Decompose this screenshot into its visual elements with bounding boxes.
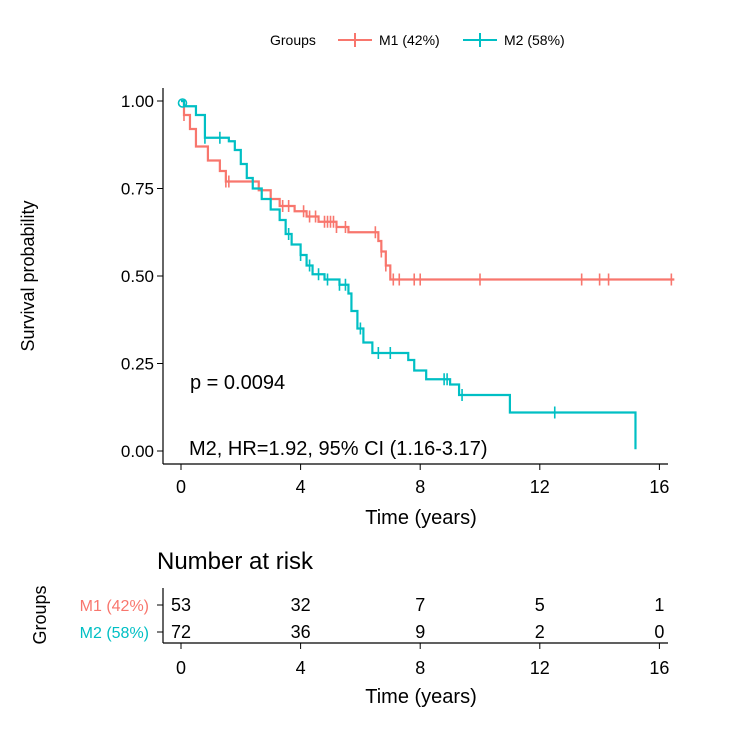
y-tick-label: 0.25 — [121, 355, 154, 374]
y-tick-label: 1.00 — [121, 92, 154, 111]
survival-curves — [177, 98, 675, 450]
survival-curve-m2 — [181, 99, 637, 450]
x-tick-label: 8 — [415, 477, 425, 497]
risk-x-tick-label: 8 — [415, 658, 425, 678]
risk-count: 72 — [171, 622, 191, 642]
risk-x-tick-label: 0 — [176, 658, 186, 678]
x-tick-label: 16 — [649, 477, 669, 497]
survival-curve-m1 — [181, 99, 675, 281]
risk-x-axis-title: Time (years) — [365, 686, 476, 708]
x-tick-label: 0 — [176, 477, 186, 497]
main-plot: 0.00 0.25 0.50 0.75 1.00 0 4 8 12 16 Survival pr… — [18, 88, 675, 529]
legend-label-m2: M2 (58%) — [504, 32, 565, 48]
start-marker — [177, 98, 188, 108]
risk-count: 2 — [535, 622, 545, 642]
risk-y-axis-title: Groups — [30, 585, 50, 644]
legend-key-m1 — [338, 33, 372, 47]
risk-count: 5 — [535, 595, 545, 615]
legend-key-m2 — [463, 33, 497, 47]
risk-x-tick-label: 16 — [649, 658, 669, 678]
risk-x-tick-label: 4 — [296, 658, 306, 678]
risk-count: 9 — [415, 622, 425, 642]
y-axis-title: Survival probability — [18, 200, 38, 351]
risk-table-title: Number at risk — [157, 548, 314, 575]
risk-x-tick-label: 12 — [530, 658, 550, 678]
risk-row-label: M1 (42%) — [80, 598, 149, 615]
p-value-annotation: p = 0.0094 — [190, 372, 285, 394]
legend-title: Groups — [270, 32, 316, 48]
risk-count: 32 — [291, 595, 311, 615]
y-tick-label: 0.75 — [121, 180, 154, 199]
x-tick-label: 12 — [530, 477, 550, 497]
legend-label-m1: M1 (42%) — [379, 32, 440, 48]
risk-count: 1 — [654, 595, 664, 615]
x-tick-label: 4 — [296, 477, 306, 497]
risk-count: 7 — [415, 595, 425, 615]
risk-x-ticks: 0 4 8 12 16 — [176, 643, 669, 678]
legend: Groups M1 (42%) M2 (58%) — [270, 32, 565, 48]
y-tick-label: 0.50 — [121, 267, 154, 286]
risk-row-label: M2 (58%) — [80, 625, 149, 642]
risk-count: 53 — [171, 595, 191, 615]
risk-count: 36 — [291, 622, 311, 642]
hazard-ratio-annotation: M2, HR=1.92, 95% CI (1.16-3.17) — [189, 438, 487, 460]
x-ticks: 0 4 8 12 16 — [176, 464, 669, 497]
risk-table-body: M1 (42%) 53 32 7 5 1 M2 (58%) 72 36 9 2 0 — [80, 595, 665, 642]
y-tick-label: 0.00 — [121, 442, 154, 461]
y-ticks: 0.00 0.25 0.50 0.75 1.00 — [121, 92, 163, 461]
risk-count: 0 — [654, 622, 664, 642]
x-axis-title: Time (years) — [365, 507, 476, 529]
risk-table: Number at risk Groups Time (years) M1 (4… — [30, 548, 669, 708]
